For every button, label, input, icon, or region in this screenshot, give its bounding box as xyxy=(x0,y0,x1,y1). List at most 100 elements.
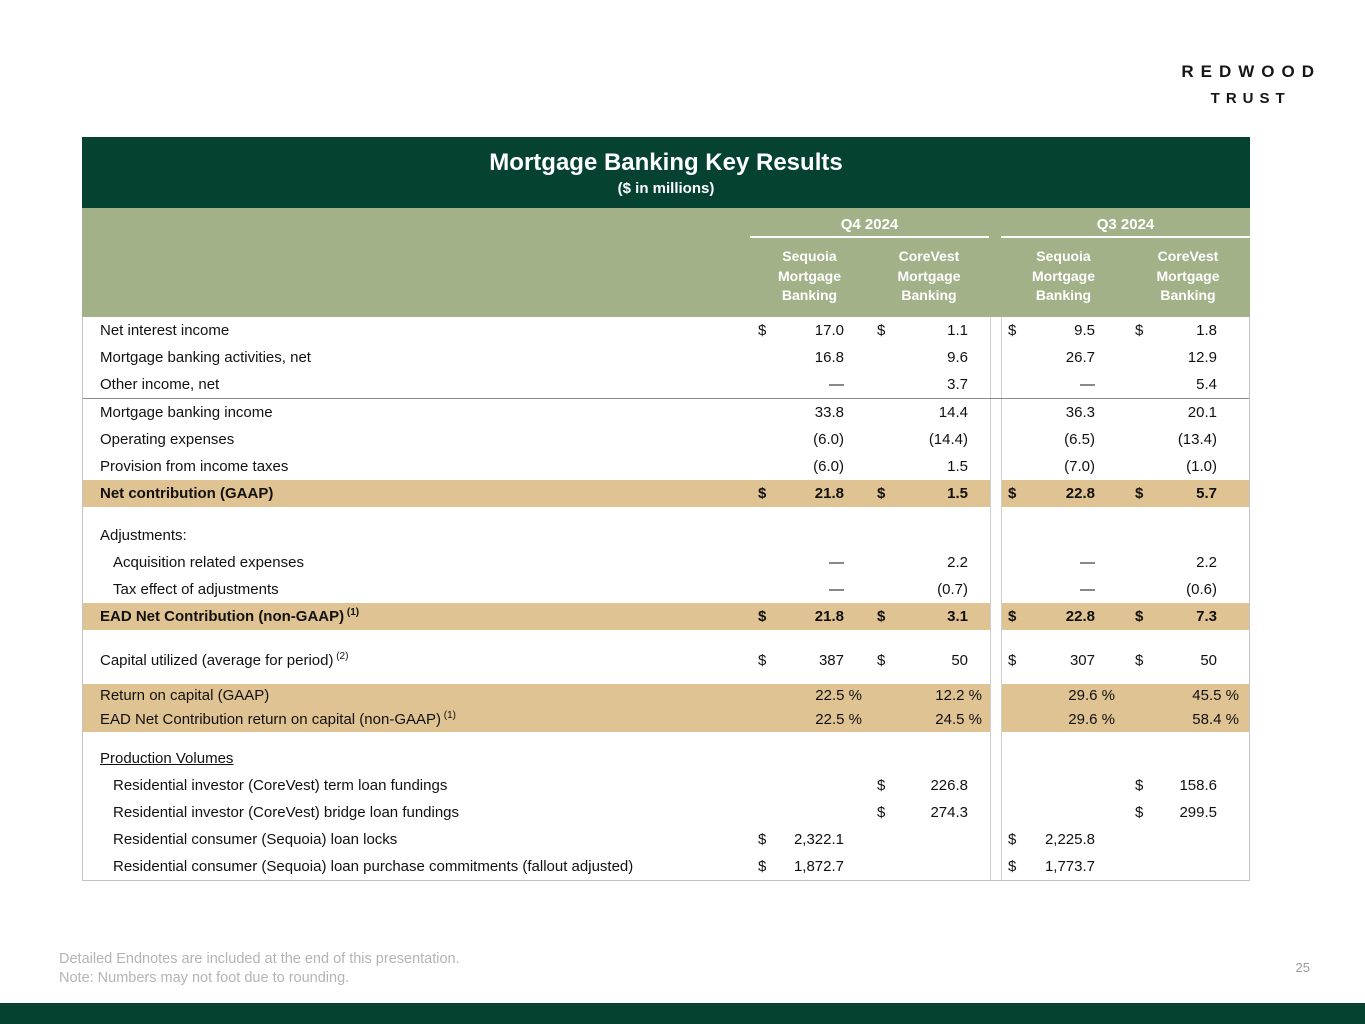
row-label-text: EAD Net Contribution (non-GAAP) xyxy=(100,608,345,625)
dollar-sign: $ xyxy=(1008,485,1017,502)
value-cell xyxy=(1127,826,1251,853)
cell-value: 16.8 xyxy=(814,349,844,366)
cell-value: 1.8 xyxy=(1196,322,1217,339)
row-label-text: Mortgage banking activities, net xyxy=(100,349,311,366)
value-cell xyxy=(1002,630,1127,647)
value-cell: 2.2 xyxy=(1127,549,1251,576)
dollar-sign: $ xyxy=(1008,831,1017,848)
dollar-sign: $ xyxy=(758,831,767,848)
quarter-divider-strip xyxy=(990,480,1002,507)
quarter-divider-strip xyxy=(990,317,1002,344)
value-cell: 12.9 xyxy=(1127,344,1251,371)
value-cell: $307 xyxy=(1002,647,1127,674)
value-cell xyxy=(1127,674,1251,684)
value-cell: $9.5 xyxy=(1002,317,1127,344)
cell-value: (13.4) xyxy=(1177,431,1217,448)
cell-value: 58.4 % xyxy=(1192,711,1239,728)
value-cell xyxy=(870,732,990,745)
row-label: Tax effect of adjustments xyxy=(83,576,751,603)
footnote-rounding: Note: Numbers may not foot due to roundi… xyxy=(59,970,350,986)
value-cell: $50 xyxy=(870,647,990,674)
value-cell: $1.1 xyxy=(870,317,990,344)
quarter-divider-strip xyxy=(990,772,1002,799)
value-cell xyxy=(751,799,870,826)
value-cell: 16.8 xyxy=(751,344,870,371)
value-cell: (0.6) xyxy=(1127,576,1251,603)
dollar-sign: $ xyxy=(877,485,886,502)
table-row: Acquisition related expenses — 2.2 — 2.2 xyxy=(83,549,1249,576)
footnote-endnotes: Detailed Endnotes are included at the en… xyxy=(59,951,460,967)
value-cell xyxy=(870,507,990,522)
cell-value: 5.7 xyxy=(1196,485,1217,502)
row-label: Capital utilized (average for period) (2… xyxy=(83,647,751,674)
cell-value: (0.7) xyxy=(937,581,968,598)
value-cell xyxy=(870,630,990,647)
quarter-divider-strip xyxy=(990,745,1002,772)
row-label: Mortgage banking activities, net xyxy=(83,344,751,371)
value-cell xyxy=(1002,674,1127,684)
value-cell: $50 xyxy=(1127,647,1251,674)
cell-value: 2,322.1 xyxy=(793,831,844,848)
cell-value: 21.8 xyxy=(814,485,844,502)
cell-value: 2.2 xyxy=(1196,554,1217,571)
footnote-reference: (1) xyxy=(441,710,456,721)
spacer-row xyxy=(83,674,1249,684)
cell-value: 17.0 xyxy=(814,322,844,339)
dollar-sign: $ xyxy=(877,652,886,669)
dollar-sign: $ xyxy=(1008,322,1017,339)
quarter-divider-strip xyxy=(990,853,1002,880)
dollar-sign: $ xyxy=(1135,322,1144,339)
cell-value: (6.0) xyxy=(813,431,844,448)
cell-value: 5.4 xyxy=(1196,376,1217,393)
value-cell xyxy=(1127,522,1251,549)
value-cell: (6.0) xyxy=(751,426,870,453)
table-row: Adjustments: xyxy=(83,522,1249,549)
cell-value: 3.7 xyxy=(947,376,968,393)
value-cell: $2,322.1 xyxy=(751,826,870,853)
spacer-row xyxy=(83,732,1249,745)
value-cell: $21.8 xyxy=(751,480,870,507)
value-cell: 1.5 xyxy=(870,453,990,480)
dollar-sign: $ xyxy=(758,322,767,339)
row-label: Production Volumes xyxy=(83,745,751,772)
segment-header-row: Sequoia Mortgage Banking CoreVest Mortga… xyxy=(82,247,1250,306)
row-label-text: Net interest income xyxy=(100,322,230,339)
quarter-divider-strip xyxy=(990,603,1002,630)
value-cell xyxy=(751,522,870,549)
cell-value: 226.8 xyxy=(930,777,968,794)
row-label-text: Residential investor (CoreVest) term loa… xyxy=(113,777,448,794)
row-label: Net interest income xyxy=(83,317,751,344)
cell-value: 2,225.8 xyxy=(1044,831,1095,848)
value-cell xyxy=(870,745,990,772)
cell-value: 1.5 xyxy=(947,485,968,502)
quarter-divider-strip xyxy=(990,826,1002,853)
table-row: Residential consumer (Sequoia) loan purc… xyxy=(83,853,1249,880)
page-number: 25 xyxy=(1295,960,1310,975)
cell-value: — xyxy=(1080,376,1095,393)
value-cell xyxy=(1002,507,1127,522)
cell-value: 1.1 xyxy=(947,322,968,339)
row-label-text: EAD Net Contribution return on capital (… xyxy=(100,711,441,728)
row-label: Net contribution (GAAP) xyxy=(83,480,751,507)
footnote-reference: (2) xyxy=(333,651,349,662)
table-row: Tax effect of adjustments — (0.7) — (0.6) xyxy=(83,576,1249,603)
quarter-divider-strip xyxy=(990,426,1002,453)
redwood-trust-logo: REDWOOD TRUST xyxy=(1174,62,1321,107)
cell-value: 24.5 % xyxy=(935,711,982,728)
dollar-sign: $ xyxy=(758,485,767,502)
cell-value: (6.5) xyxy=(1064,431,1095,448)
value-cell: $17.0 xyxy=(751,317,870,344)
value-cell xyxy=(1002,522,1127,549)
value-cell: 29.6 % xyxy=(1002,684,1127,708)
dollar-sign: $ xyxy=(1135,777,1144,794)
row-label-text: Acquisition related expenses xyxy=(113,554,304,571)
value-cell xyxy=(751,772,870,799)
table-row: Operating expenses (6.0) (14.4) (6.5) (13.4) xyxy=(83,426,1249,453)
cell-value: 45.5 % xyxy=(1192,687,1239,704)
value-cell: (14.4) xyxy=(870,426,990,453)
cell-value: 22.5 % xyxy=(815,687,862,704)
value-cell: 14.4 xyxy=(870,399,990,426)
value-cell: (1.0) xyxy=(1127,453,1251,480)
value-cell: 22.5 % xyxy=(751,684,870,708)
cell-value: 20.1 xyxy=(1187,404,1217,421)
